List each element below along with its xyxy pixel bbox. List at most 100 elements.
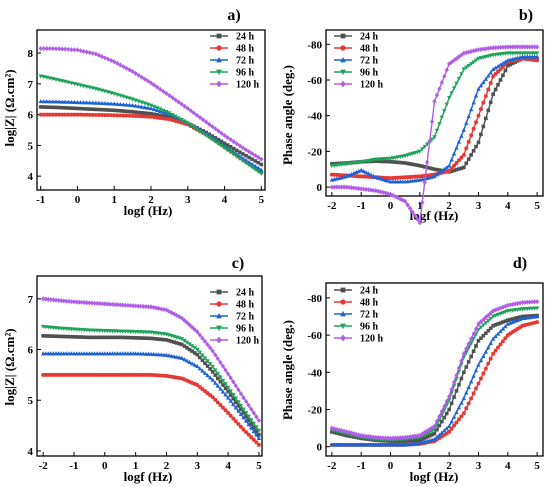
data-point [43,334,48,338]
legend-marker [216,336,222,344]
data-point [259,156,264,162]
data-point [182,317,187,323]
data-point [38,112,43,117]
data-point [63,106,67,110]
data-point [332,184,337,190]
data-point [94,300,100,306]
data-point [471,391,476,396]
data-point [256,428,262,433]
data-point [136,72,141,78]
data-point [51,334,56,338]
data-point [398,435,403,441]
legend-marker [216,301,222,307]
data-point [164,90,169,96]
data-point [121,113,126,118]
data-point [121,102,126,107]
data-point [351,170,357,176]
x-tick-label: -1 [357,200,366,212]
data-point [469,396,474,401]
data-point [468,341,474,346]
data-point [226,410,231,415]
legend-marker [340,33,346,39]
data-point [142,76,148,82]
data-point [236,408,241,413]
data-point [493,72,498,77]
data-point [244,414,248,419]
y-tick-label: -60 [307,330,322,342]
data-point [373,174,379,180]
data-point [427,166,432,170]
data-point [256,442,261,447]
data-point [471,60,476,65]
data-point [228,393,233,397]
data-point [197,332,203,338]
data-point [112,113,117,118]
data-point [493,313,498,318]
data-point [74,335,79,339]
legend-label: 24 h [360,286,379,297]
data-point [469,354,473,359]
data-point [207,345,213,351]
data-point [420,147,425,152]
data-point [81,112,86,117]
data-point [93,51,98,57]
data-point [466,384,471,389]
data-point [246,402,251,408]
data-point [136,114,141,119]
data-point [223,408,228,413]
data-point [238,403,244,409]
data-point [256,435,262,441]
data-point [452,168,456,173]
x-tick-label: -1 [69,460,78,472]
data-point [525,44,530,50]
data-point [440,419,444,424]
data-point [121,109,126,113]
data-point [459,166,464,170]
data-point [435,427,439,432]
data-point [464,65,469,70]
data-point [498,329,503,334]
data-point [341,184,347,190]
data-point [195,329,200,335]
data-point [508,62,513,67]
data-point [483,314,488,320]
data-point [486,319,491,324]
data-point [437,423,442,428]
data-point [510,44,515,50]
data-point [476,86,481,91]
data-point [239,407,243,412]
data-point [244,153,248,158]
data-point [415,216,420,222]
data-point [127,113,132,118]
data-point [203,361,207,366]
data-point [474,386,479,391]
data-point [222,141,227,146]
data-point [388,159,393,164]
y-tick-label: 5 [28,395,34,407]
data-point [156,337,161,341]
data-point [468,62,474,67]
data-point [390,192,396,198]
data-point [66,106,71,110]
data-point [128,303,133,309]
data-point [210,364,215,370]
data-point [442,428,447,433]
data-point [118,62,123,68]
data-point [136,110,141,115]
data-point [123,335,128,340]
data-point [189,344,195,349]
data-point [225,371,231,377]
data-point [197,129,203,134]
data-point [484,331,488,336]
data-point [527,299,532,305]
data-point [381,189,386,195]
data-point [44,46,49,52]
data-point [197,366,203,371]
data-point [474,120,479,125]
data-point [194,127,200,132]
data-point [127,109,132,114]
data-point [204,133,209,138]
data-point [466,341,471,347]
data-point [490,314,496,319]
data-point [434,92,440,98]
